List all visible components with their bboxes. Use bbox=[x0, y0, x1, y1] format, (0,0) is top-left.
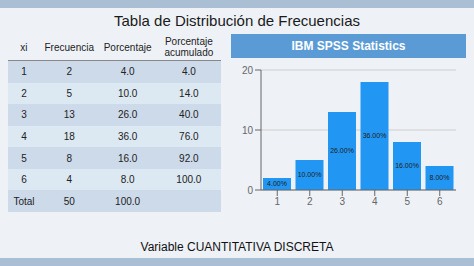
html-text:18: 18 bbox=[63, 131, 75, 142]
svg-text:4: 4 bbox=[372, 196, 378, 207]
svg-text:36.00%: 36.00% bbox=[363, 132, 387, 139]
html-text:2: 2 bbox=[66, 66, 72, 78]
html-text:5: 5 bbox=[21, 152, 27, 164]
html-text:4: 4 bbox=[21, 131, 27, 142]
html-text:76.0: 76.0 bbox=[179, 131, 199, 142]
html-text:4.0: 4.0 bbox=[120, 66, 135, 78]
html-text:xi: xi bbox=[20, 41, 28, 53]
svg-text:2: 2 bbox=[307, 196, 313, 207]
svg-text:6: 6 bbox=[437, 196, 443, 207]
html-text:100.0: 100.0 bbox=[176, 174, 202, 186]
html-text:Tabla de Distribución de Frecu: Tabla de Distribución de Frecuencias bbox=[114, 12, 360, 29]
svg-text:20: 20 bbox=[242, 65, 254, 76]
html-text:92.0: 92.0 bbox=[179, 152, 199, 164]
html-text:8.0: 8.0 bbox=[120, 174, 135, 186]
html-text:Variable CUANTITATIVA DISCRETA: Variable CUANTITATIVA DISCRETA bbox=[140, 240, 334, 254]
svg-text:16.00%: 16.00% bbox=[395, 162, 419, 169]
html-text:2: 2 bbox=[21, 87, 27, 99]
html-text:IBM SPSS Statistics: IBM SPSS Statistics bbox=[291, 39, 406, 53]
html-text:13: 13 bbox=[63, 109, 75, 121]
html-text:Porcentaje: Porcentaje bbox=[103, 41, 152, 53]
svg-text:1: 1 bbox=[274, 196, 280, 207]
svg-text:0: 0 bbox=[247, 185, 253, 196]
html-text:14.0: 14.0 bbox=[179, 87, 199, 99]
html-text:3: 3 bbox=[21, 109, 27, 121]
svg-text:10.00%: 10.00% bbox=[298, 171, 322, 178]
html-text:36.0: 36.0 bbox=[117, 131, 138, 142]
svg-text:26.00%: 26.00% bbox=[330, 147, 354, 154]
html-text:100.0: 100.0 bbox=[115, 195, 141, 207]
svg-text:5: 5 bbox=[404, 196, 410, 207]
svg-text:10: 10 bbox=[242, 125, 254, 136]
svg-text:3: 3 bbox=[339, 196, 345, 207]
svg-text:8.00%: 8.00% bbox=[430, 174, 450, 181]
html-text:1: 1 bbox=[21, 66, 27, 78]
html-text:16.0: 16.0 bbox=[117, 152, 138, 164]
html-text:Frecuencia: Frecuencia bbox=[44, 41, 94, 53]
html-text:10.0: 10.0 bbox=[117, 87, 138, 99]
html-text:5: 5 bbox=[66, 87, 72, 99]
svg-text:4.00%: 4.00% bbox=[267, 180, 287, 187]
html-text:Total: Total bbox=[13, 195, 35, 207]
html-text:50: 50 bbox=[63, 195, 75, 207]
html-text:40.0: 40.0 bbox=[179, 109, 199, 121]
html-text:4.0: 4.0 bbox=[181, 66, 196, 78]
html-text:6: 6 bbox=[21, 174, 27, 186]
html-text:26.0: 26.0 bbox=[117, 109, 138, 121]
html-text:8: 8 bbox=[66, 152, 72, 164]
html-text:4: 4 bbox=[66, 174, 72, 186]
html-text:Porcentaje acumulado: Porcentaje acumulado bbox=[164, 36, 214, 58]
